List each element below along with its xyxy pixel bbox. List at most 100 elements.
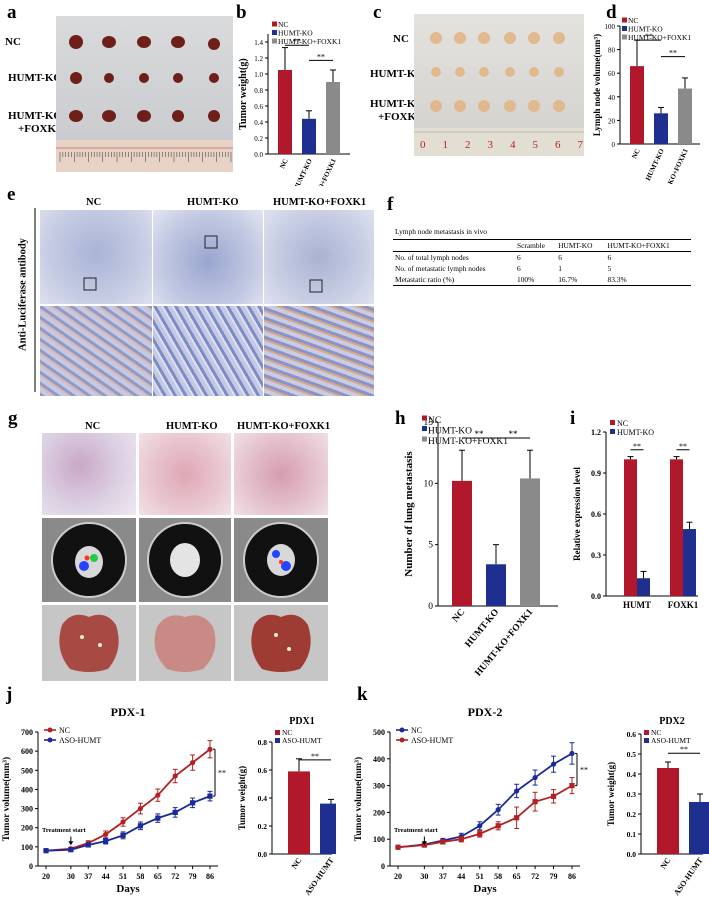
e-side-label: Anti-Luciferase antibody — [17, 238, 29, 351]
x-tick-label: 86 — [568, 872, 576, 881]
y-axis-label: Lymph node volume(mm³) — [592, 34, 602, 136]
y-tick-label: 0.2 — [258, 822, 268, 831]
panel-label-h: h — [395, 408, 406, 429]
data-point — [440, 839, 446, 845]
x-tick-label: ASO-HUMT — [672, 855, 705, 897]
legend-label: NC — [628, 16, 638, 25]
table-header-row: Scramble HUMT-KO HUMT-KO+FOXK1 — [393, 239, 691, 252]
legend-marker — [47, 737, 53, 743]
data-point — [190, 760, 196, 766]
y-tick-label: 0.0 — [591, 592, 601, 601]
panel-label-b: b — [236, 2, 247, 23]
e-side-bracket — [14, 200, 38, 400]
legend-label: HUMT-KO — [428, 427, 472, 437]
y-tick-label: 500 — [373, 728, 385, 737]
metastasis-table: Lymph node metastasis in vivo Scramble H… — [393, 226, 691, 286]
table-title-row: Lymph node metastasis in vivo — [393, 226, 691, 240]
x-tick-label: 58 — [136, 872, 144, 881]
c-row-label-humt-ko: HUMT-KO — [370, 68, 424, 80]
data-point — [477, 831, 483, 837]
annotation: Treatment start — [42, 827, 86, 834]
x-tick-label: 20 — [42, 872, 50, 881]
data-point — [190, 800, 196, 806]
x-tick-label: NC — [451, 607, 468, 624]
bar — [683, 529, 696, 596]
y-tick-label: 10 — [424, 479, 434, 489]
g-col-humt-ko: HUMT-KO — [166, 421, 218, 432]
y-tick-label: 0.6 — [627, 730, 637, 739]
legend-label: NC — [617, 419, 628, 428]
g-col-nc: NC — [85, 421, 101, 432]
y-tick-label: 0 — [29, 862, 33, 871]
y-tick-label: 0.4 — [627, 770, 637, 779]
y-tick-label: 0.3 — [627, 790, 637, 799]
table-cell: 16.7% — [556, 274, 606, 286]
chart-title: PDX-1 — [111, 705, 146, 719]
chart-i: 0.0 0.3 0.6 0.9 1.2 Relative expression level… — [572, 419, 699, 610]
series-line — [45, 795, 211, 852]
bar — [654, 113, 668, 144]
y-tick-label: 80 — [608, 47, 616, 55]
y-tick-label: 15 — [424, 418, 434, 428]
x-tick-label: 65 — [154, 872, 162, 881]
table-row: No. of total lymph nodes 6 6 6 — [393, 252, 691, 264]
ruler-label: 0 — [420, 139, 426, 151]
lung-imaging-humt-ko-foxk1 — [234, 518, 328, 602]
legend-swatch — [610, 420, 615, 425]
x-tick-label: 72 — [171, 872, 179, 881]
legend-label: HUMT-KO — [278, 29, 313, 38]
x-tick-label: FOXK1 — [668, 600, 699, 610]
data-point — [532, 774, 538, 781]
x-tick-label: NC — [290, 856, 304, 871]
x-tick-label: 58 — [494, 872, 502, 881]
chart-k: PDX-2 0 100 200 300 400 500 20 30 37 44 51 58 65 72 79 8… — [353, 705, 588, 895]
y-tick-label: 0 — [428, 602, 433, 612]
y-tick-label: 0.0 — [258, 850, 268, 859]
y-tick-label: 300 — [373, 782, 385, 791]
annotation: Treatment start — [394, 827, 438, 834]
histology-humt-ko-low — [153, 210, 263, 304]
table-cell: 6 — [517, 264, 521, 273]
tumor-photo-a — [56, 16, 233, 172]
lung-gross-humt-ko-foxk1 — [234, 605, 328, 681]
x-tick-label: HUMT-KO — [292, 157, 314, 186]
data-point — [550, 793, 557, 799]
y-tick-label: 0.8 — [254, 87, 263, 95]
data-point — [495, 807, 501, 813]
data-point — [68, 847, 74, 853]
y-tick-label: 0.4 — [254, 119, 263, 127]
table-cell: 83.3% — [605, 274, 691, 286]
data-point — [137, 823, 144, 829]
y-tick-label: 40 — [608, 94, 616, 102]
table-row: Metastatic ratio (%) 100% 16.7% 83.3% — [393, 274, 691, 286]
legend-label: HUMT-KO — [628, 25, 663, 34]
lung-imaging-humt-ko — [139, 518, 231, 602]
x-tick-label: HUMT-KO+FOXK1 — [473, 607, 535, 678]
row-label-humt-ko-foxk1: HUMT-KO — [8, 110, 62, 122]
data-point — [120, 819, 126, 825]
data-point — [43, 848, 49, 854]
legend-swatch — [422, 436, 427, 442]
y-axis-label: Relative expression level — [572, 467, 582, 561]
y-tick-label: 0.0 — [627, 850, 637, 859]
y-tick-label: 0.2 — [254, 135, 263, 143]
bar — [326, 82, 340, 154]
chart-title: PDX-2 — [468, 705, 503, 719]
table-row: No. of metastatic lymph nodes 6 1 5 — [393, 263, 691, 274]
data-point — [155, 815, 161, 821]
x-tick-label: 20 — [394, 872, 402, 881]
bar — [637, 578, 650, 596]
sig-label: ** — [475, 429, 485, 439]
table-cell: 6 — [558, 253, 562, 262]
legend-label: NC — [282, 728, 292, 737]
sig-label: ** — [509, 429, 519, 439]
x-tick-label: 65 — [513, 872, 521, 881]
bar — [657, 768, 679, 854]
bar — [486, 564, 506, 606]
y-tick-label: 0 — [381, 862, 385, 871]
lung-gross-humt-ko — [139, 605, 231, 681]
y-tick-label: 600 — [21, 747, 33, 756]
legend-swatch — [275, 738, 280, 743]
